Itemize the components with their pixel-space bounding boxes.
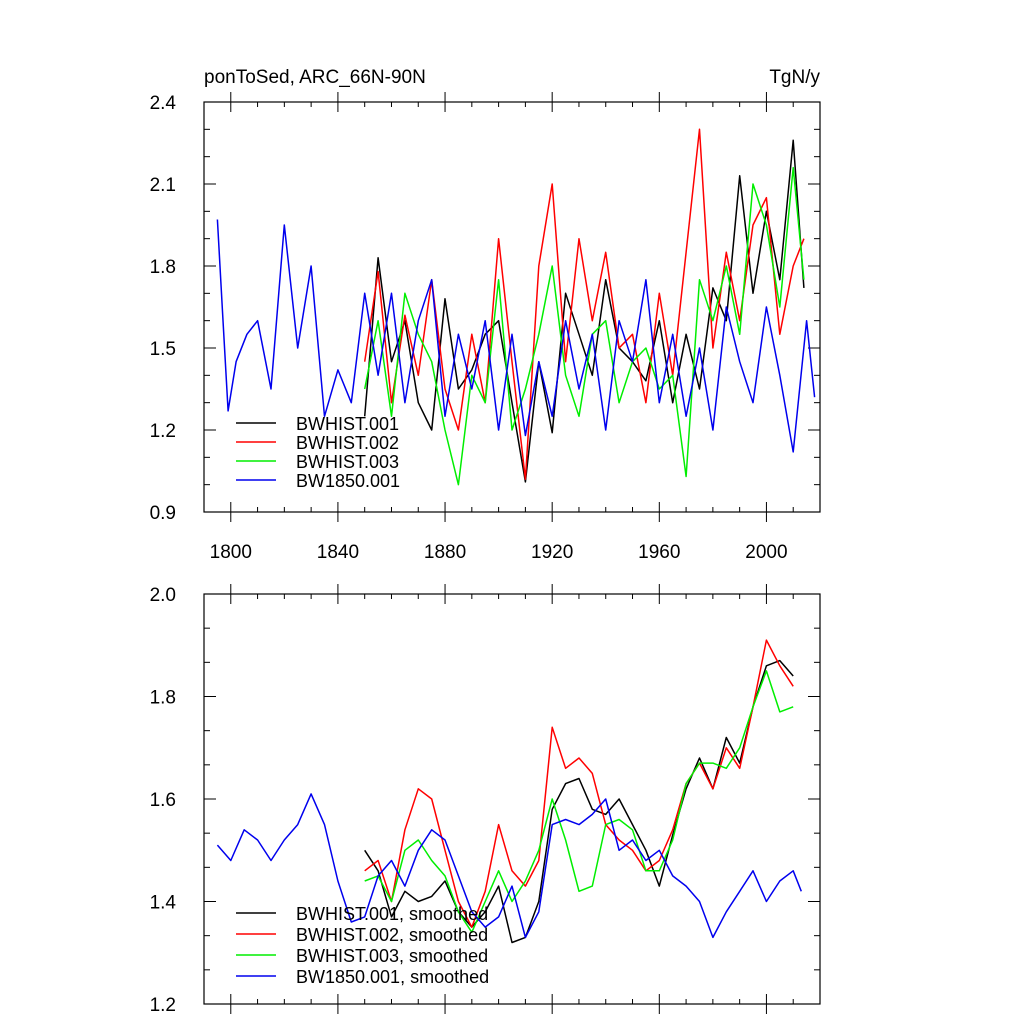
top-legend-label: BWHIST.003 (296, 452, 399, 472)
bottom-series-line-0 (364, 659, 794, 944)
top-xtick-label: 1800 (210, 542, 252, 563)
top-series-line-3 (216, 219, 816, 453)
bottom-legend-label: BWHIST.002, smoothed (296, 925, 488, 945)
top-legend-label: BW1850.001 (296, 471, 400, 491)
top-series-line-1 (363, 128, 805, 480)
top-xtick-label: 1880 (424, 542, 466, 563)
top-panel-frame (203, 101, 821, 513)
top-ytick-label: 1.5 (150, 339, 176, 360)
top-ytick-label: 1.2 (150, 421, 176, 442)
bottom-panel: 1.21.41.61.82.0 BWHIST.001, smoothedBWHI… (150, 584, 821, 1016)
top-ytick-label: 0.9 (150, 503, 176, 524)
top-xtick-label: 1920 (531, 542, 573, 563)
top-legend-label: BWHIST.002 (296, 433, 399, 453)
bottom-series-line-2 (364, 670, 794, 934)
top-series-line-0 (363, 139, 805, 483)
bottom-series-line-1 (364, 639, 794, 928)
bottom-legend-label: BWHIST.001, smoothed (296, 904, 488, 924)
top-ytick-label: 2.4 (150, 93, 177, 114)
top-panel-title: ponToSed, ARC_66N-90N (204, 67, 426, 88)
bottom-ytick-label: 1.6 (150, 790, 176, 811)
top-xtick-label: 1960 (638, 542, 680, 563)
top-xtick-label: 2000 (745, 542, 787, 563)
top-series-line-2 (363, 166, 805, 486)
top-xtick-label: 1840 (317, 542, 359, 563)
top-panel-units: TgN/y (769, 67, 820, 88)
top-panel: ponToSed, ARC_66N-90N TgN/y 0.9 1.2 1.5 1.8… (150, 67, 821, 563)
bottom-legend-label: BW1850.001, smoothed (296, 967, 489, 987)
bottom-ytick-label: 1.4 (150, 893, 177, 914)
top-ytick-label: 2.1 (150, 175, 176, 196)
bottom-ytick-label: 1.2 (150, 995, 176, 1016)
top-ytick-label: 1.8 (150, 257, 176, 278)
bottom-ytick-label: 1.8 (150, 688, 176, 709)
bottom-panel-frame (203, 593, 821, 1005)
bottom-series-line-3 (216, 793, 802, 939)
bottom-ytick-label: 2.0 (150, 585, 176, 606)
bottom-legend-label: BWHIST.003, smoothed (296, 946, 488, 966)
top-legend-label: BWHIST.001 (296, 414, 399, 434)
